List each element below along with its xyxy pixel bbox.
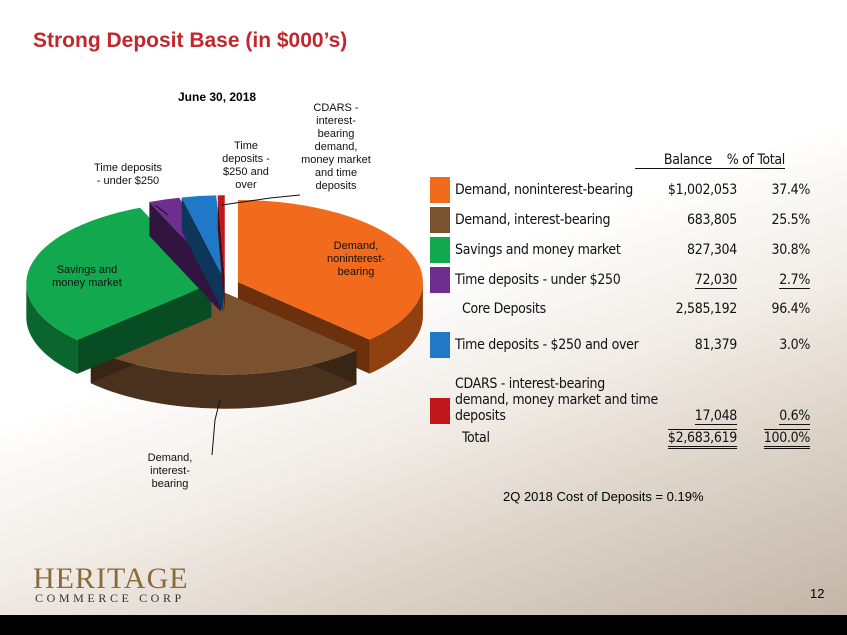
slice-side [369,282,423,374]
percent: 30.8% [771,242,810,258]
row-label: Demand, interest-bearing [455,212,611,228]
table-row: Demand, interest-bearing 683,805 25.5% [430,205,810,235]
percent: 3.0% [779,337,810,353]
color-swatch [430,398,450,424]
table-row: Time deposits - $250 and over 81,379 3.0% [430,326,810,364]
deposit-table: Balance% of Total Demand, noninterest-bea… [430,145,810,452]
percent: 100.0% [763,429,810,449]
table-row: Core Deposits 2,585,192 96.4% [430,295,810,322]
slice-wall [77,283,212,374]
slice-wall [181,197,224,312]
percent: 2.7% [779,272,810,289]
percent: 0.6% [779,408,810,425]
row-label: Core Deposits [462,300,546,317]
footnote: 2Q 2018 Cost of Deposits = 0.19% [503,489,704,504]
balance-cell: 81,379 [660,337,738,353]
page-number: 12 [810,586,825,601]
slice-top [217,195,225,278]
color-swatch [430,267,450,293]
slice-side [26,283,78,374]
balance: 827,304 [687,242,737,258]
pie-slice [217,195,225,312]
balance: 81,379 [694,337,738,353]
percent-cell: 25.5% [737,212,810,228]
leader-line [221,194,301,206]
column-header: % of Total [712,152,785,169]
chart-subtitle: June 30, 2018 [178,90,257,104]
slice-top [181,195,224,278]
percent-cell: 30.8% [737,242,810,258]
pie-label: CDARS - interest-bearing demand, money m… [301,102,371,192]
pie-label: Demand, noninterest-bearing [326,240,386,278]
table-row: Savings and money market 827,304 30.8% [430,235,810,265]
table-row: Demand, noninterest-bearing $1,002,053 37.… [430,175,810,205]
balance-cell: $2,683,619 [660,429,737,449]
row-label: CDARS - interest-bearing demand, money m… [455,376,658,424]
percent: 25.5% [771,212,810,228]
footer-bar [0,615,847,635]
row-label: Time deposits - $250 and over [455,337,639,353]
leader-line [154,204,169,216]
balance: $2,683,619 [667,429,737,449]
row-label: Time deposits - under $250 [455,272,621,288]
table-row: CDARS - interest-bearing demand, money m… [430,364,810,425]
row-label: Total [462,430,490,446]
pie-label: Savings and money market [52,264,122,289]
slide-title: Strong Deposit Base (in $000’s) [33,29,348,52]
percent-cell: 37.4% [737,182,810,198]
percent-cell: 2.7% [737,272,810,289]
pie-label: Time deposits - $250 and over [222,140,270,191]
balance-cell: 72,030 [660,272,737,289]
balance: $1,002,053 [667,182,737,198]
percent: 37.4% [771,182,810,198]
slice-wall [149,202,221,312]
logo-name: HERITAGE [33,562,189,595]
row-label: Savings and money market [455,242,621,258]
percent-cell: 3.0% [737,337,810,353]
balance-cell: 683,805 [660,212,737,228]
slice-side [90,349,357,409]
color-swatch [430,177,450,203]
leader-line [211,399,221,456]
balance: 683,805 [687,212,737,228]
pie-label: Time deposits - under $250 [93,162,163,187]
slice-top [237,200,423,340]
row-label: Demand, noninterest-bearing [455,182,633,198]
color-swatch [430,332,450,358]
percent-cell: 96.4% [737,301,810,317]
percent-cell: 0.6% [737,408,810,425]
balance-cell: $1,002,053 [660,182,737,198]
balance: 2,585,192 [675,300,738,317]
balance-cell: 827,304 [660,242,737,258]
table-row: Total $2,683,619 100.0% [430,424,810,452]
percent-cell: 100.0% [737,429,810,449]
column-header: Balance [635,152,712,169]
logo-tagline: COMMERCE CORP [35,591,185,605]
table-header: Balance% of Total [430,145,810,175]
slice-wall [217,195,225,312]
pie-label: Demand, interest-bearing [147,452,193,490]
balance-cell: 17,048 [660,408,737,425]
table-row: Time deposits - under $250 72,030 2.7% [430,265,810,295]
color-swatch [430,207,450,233]
balance-cell: 2,585,192 [660,300,738,317]
percent: 96.4% [771,300,810,317]
balance: 17,048 [694,408,737,425]
slice-top [90,292,357,375]
balance: 72,030 [694,272,737,289]
color-swatch [430,237,450,263]
